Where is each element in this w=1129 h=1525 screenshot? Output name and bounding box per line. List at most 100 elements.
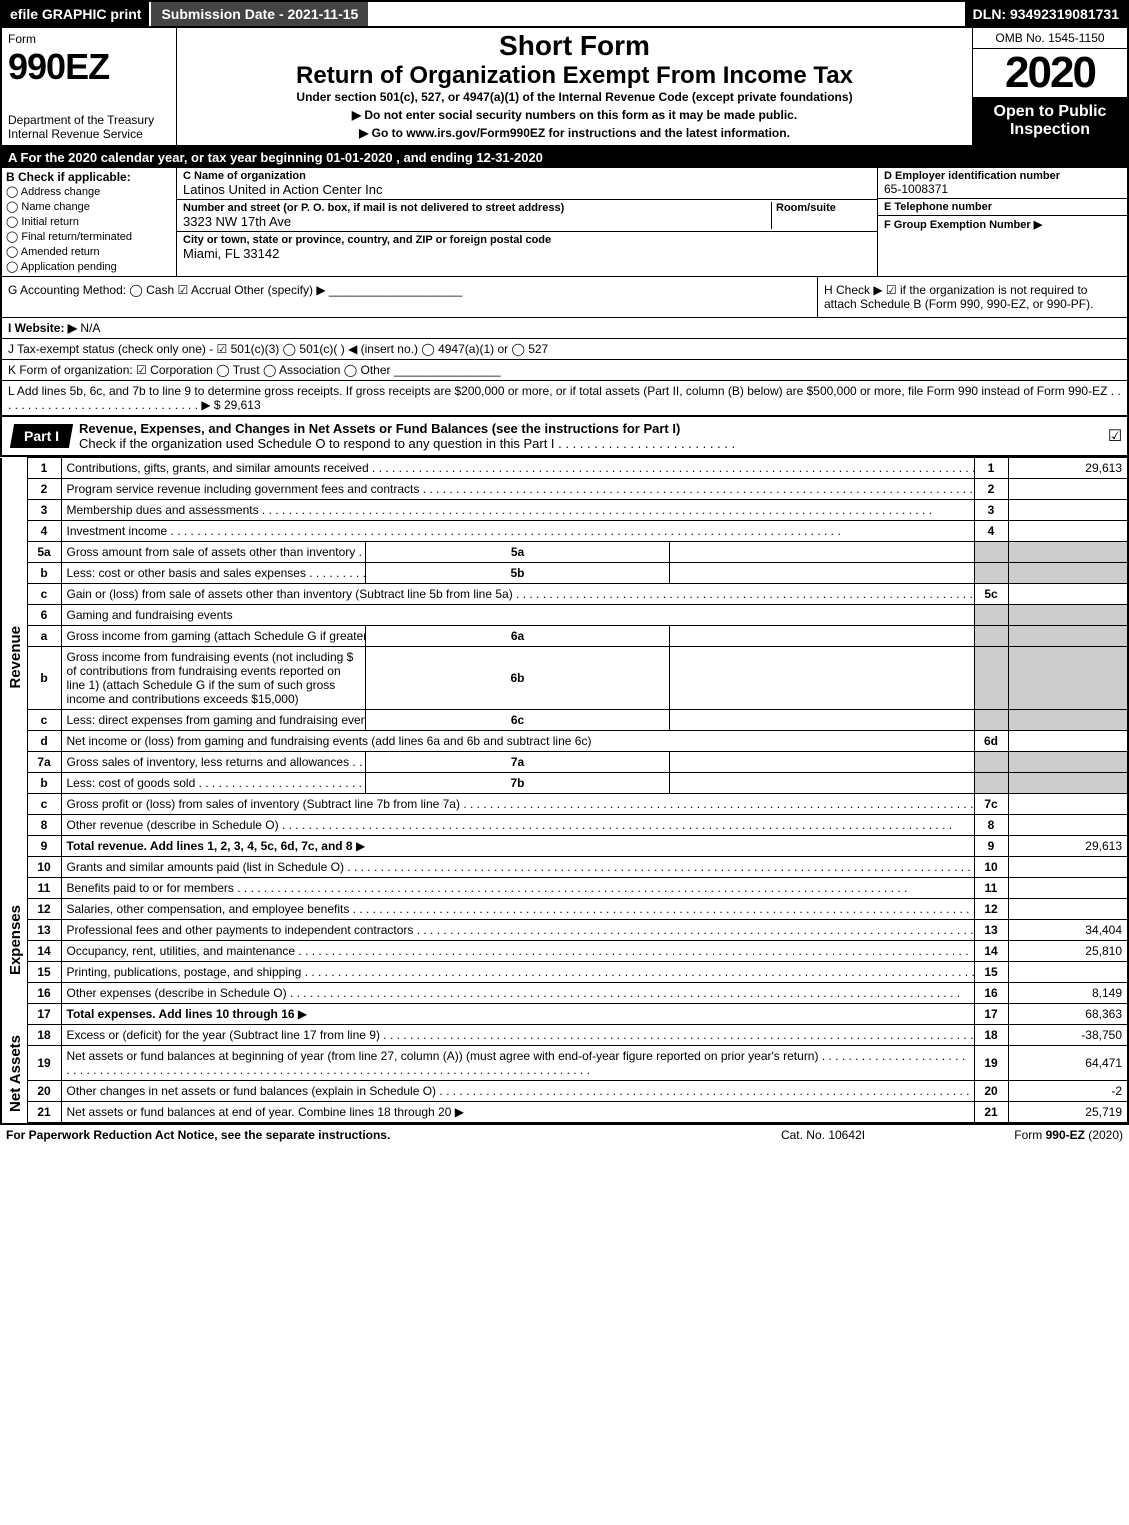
l6c-desc: Less: direct expenses from gaming and fu… [61,710,365,731]
l9-desc: Total revenue. Add lines 1, 2, 3, 4, 5c,… [61,836,974,857]
l18-amt: -38,750 [1008,1025,1128,1046]
l1-amt: 29,613 [1008,458,1128,479]
l6-desc: Gaming and fundraising events [61,605,974,626]
gh-row: G Accounting Method: ◯ Cash ☑ Accrual Ot… [0,277,1129,318]
revenue-label-text: Revenue [7,626,24,689]
chk-final-return[interactable]: ◯ Final return/terminated [6,229,172,244]
part-1-header: Part I Revenue, Expenses, and Changes in… [0,416,1129,457]
expenses-side-label: Expenses [1,857,27,1025]
l5c-amt [1008,584,1128,605]
l18-desc: Excess or (deficit) for the year (Subtra… [61,1025,974,1046]
l6a-grey2 [1008,626,1128,647]
l6a-num: a [27,626,61,647]
l17-desc-text: Total expenses. Add lines 10 through 16 [67,1007,295,1021]
l21-num: 21 [27,1102,61,1123]
part-1-check[interactable]: ☑ [1103,426,1127,446]
l13-num: 13 [27,920,61,941]
part-1-title-text: Revenue, Expenses, and Changes in Net As… [79,421,680,436]
l15-num: 15 [27,962,61,983]
chk-name-change[interactable]: ◯ Name change [6,199,172,214]
short-form-title: Short Form [183,30,966,62]
l7b-grey [974,773,1008,794]
l5b-grey [974,563,1008,584]
l18-num: 18 [27,1025,61,1046]
room-label: Room/suite [776,202,871,214]
l6c-grey [974,710,1008,731]
l19-desc: Net assets or fund balances at beginning… [61,1046,974,1081]
chk-application-pending-label: Application pending [21,261,117,273]
city-cell: City or town, state or province, country… [177,232,877,263]
l2-desc: Program service revenue including govern… [61,479,974,500]
l5b-grey2 [1008,563,1128,584]
box-b-header: B Check if applicable: [6,170,172,184]
chk-application-pending[interactable]: ◯ Application pending [6,259,172,274]
l9-desc-text: Total revenue. Add lines 1, 2, 3, 4, 5c,… [67,839,353,853]
l5c-rnum: 5c [974,584,1008,605]
open-to-public: Open to Public Inspection [973,97,1127,145]
org-name-label: C Name of organization [183,170,871,182]
l17-desc: Total expenses. Add lines 10 through 16 [61,1004,974,1025]
chk-initial-return[interactable]: ◯ Initial return [6,214,172,229]
l6b-sv [670,647,974,710]
goto-link[interactable]: ▶ Go to www.irs.gov/Form990EZ for instru… [183,126,966,140]
l17-amt: 68,363 [1008,1004,1128,1025]
top-bar: efile GRAPHIC print Submission Date - 20… [0,0,1129,28]
l6b-num: b [27,647,61,710]
line-j: J Tax-exempt status (check only one) - ☑… [0,339,1129,360]
box-b: B Check if applicable: ◯ Address change … [2,168,177,276]
footer-center: Cat. No. 10642I [723,1128,923,1142]
l4-amt [1008,521,1128,542]
box-def: D Employer identification number 65-1008… [877,168,1127,276]
chk-initial-return-label: Initial return [21,216,78,228]
ein-value: 65-1008371 [884,182,1121,196]
revenue-side-label: Revenue [1,458,27,857]
part-1-title: Revenue, Expenses, and Changes in Net As… [71,417,1103,455]
footer-left: For Paperwork Reduction Act Notice, see … [6,1128,723,1142]
l6-num: 6 [27,605,61,626]
l6a-desc: Gross income from gaming (attach Schedul… [61,626,365,647]
page-footer: For Paperwork Reduction Act Notice, see … [0,1123,1129,1145]
l6b-sn: 6b [365,647,669,710]
website-value: N/A [80,321,100,335]
l10-desc: Grants and similar amounts paid (list in… [61,857,974,878]
city-label: City or town, state or province, country… [183,234,871,246]
return-title: Return of Organization Exempt From Incom… [183,62,966,90]
line-a: A For the 2020 calendar year, or tax yea… [0,147,1129,168]
l12-desc: Salaries, other compensation, and employ… [61,899,974,920]
phone-cell: E Telephone number [878,199,1127,216]
part-1-subtitle: Check if the organization used Schedule … [79,436,555,451]
l6c-sn: 6c [365,710,669,731]
l11-desc: Benefits paid to or for members [61,878,974,899]
l2-rnum: 2 [974,479,1008,500]
efile-label[interactable]: efile GRAPHIC print [2,2,149,26]
line-g: G Accounting Method: ◯ Cash ☑ Accrual Ot… [2,277,817,317]
l16-rnum: 16 [974,983,1008,1004]
l6b-grey [974,647,1008,710]
chk-amended-return[interactable]: ◯ Amended return [6,244,172,259]
l19-amt: 64,471 [1008,1046,1128,1081]
l7c-rnum: 7c [974,794,1008,815]
l8-amt [1008,815,1128,836]
form-word: Form [8,32,170,46]
l13-desc: Professional fees and other payments to … [61,920,974,941]
l9-amt: 29,613 [1008,836,1128,857]
chk-address-change[interactable]: ◯ Address change [6,184,172,199]
submission-date: Submission Date - 2021-11-15 [149,2,368,26]
l10-amt [1008,857,1128,878]
title-col: Short Form Return of Organization Exempt… [177,28,972,145]
l5b-sv [670,563,974,584]
ssn-warning: ▶ Do not enter social security numbers o… [183,108,966,122]
top-spacer [368,2,964,26]
l12-num: 12 [27,899,61,920]
l6d-num: d [27,731,61,752]
l6c-grey2 [1008,710,1128,731]
chk-address-change-label: Address change [21,186,101,198]
l11-amt [1008,878,1128,899]
ein-cell: D Employer identification number 65-1008… [878,168,1127,199]
l16-desc: Other expenses (describe in Schedule O) [61,983,974,1004]
group-exemption-cell: F Group Exemption Number ▶ [878,216,1127,233]
l15-rnum: 15 [974,962,1008,983]
l7c-amt [1008,794,1128,815]
l7c-num: c [27,794,61,815]
line-i-label: I Website: ▶ [8,321,77,335]
